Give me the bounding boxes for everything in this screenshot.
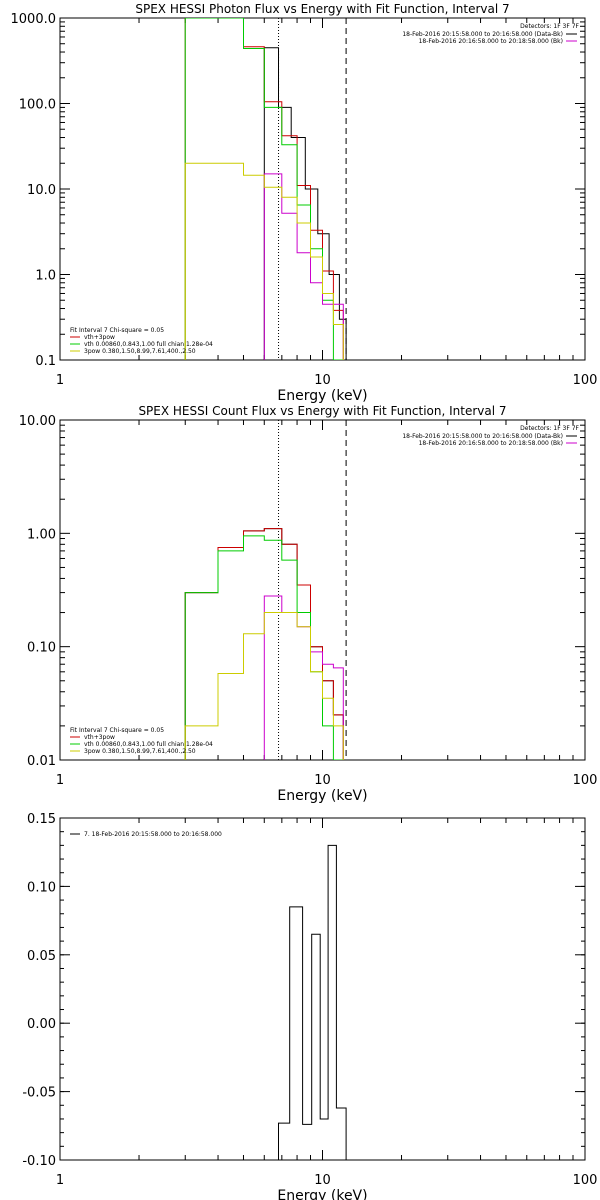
y-tick-label: 1.0 — [35, 269, 56, 284]
y-tick-label: 0.15 — [27, 812, 56, 827]
x-axis-label: Energy (keV) — [277, 788, 367, 804]
legend-entry: 7. 18-Feb-2016 20:15:58.000 to 20:16:58.… — [84, 831, 222, 838]
x-tick-label: 10 — [314, 773, 331, 788]
detectors-label: Detectors: 1F 3F 7F — [520, 23, 579, 30]
y-tick-label: 0.00 — [27, 1017, 56, 1032]
legend-entry: 3pow 0.380,1.50,8.99,7.61,400.,2.50 — [84, 348, 196, 355]
y-tick-label: 10.00 — [19, 414, 56, 429]
x-tick-label: 10 — [314, 373, 331, 388]
series-step-line-1 — [278, 844, 347, 1160]
series-step-line-1 — [263, 47, 347, 360]
series-step-line-2 — [184, 528, 344, 760]
x-tick-label: 10 — [314, 1173, 331, 1188]
chart-title: SPEX HESSI Photon Flux vs Energy with Fi… — [135, 2, 509, 16]
plot-frame — [59, 17, 586, 361]
detectors-label: Detectors: 1F 3F 7F — [520, 425, 579, 432]
x-tick-label: 100 — [573, 1173, 598, 1188]
x-axis-label: Energy (keV) — [277, 388, 367, 404]
y-tick-label: 0.05 — [27, 949, 56, 964]
y-tick-label: 0.01 — [27, 754, 56, 769]
x-tick-label: 100 — [573, 773, 598, 788]
legend-entry: vth 0.00860,0.843,1.00 full chian 1.28e-… — [84, 341, 213, 348]
chart-panel-1: SPEX HESSI Photon Flux vs Energy with Fi… — [11, 2, 598, 404]
y-tick-label: 10.0 — [27, 183, 56, 198]
y-tick-label: 0.10 — [27, 880, 56, 895]
y-tick-label: 100.0 — [19, 98, 56, 113]
y-tick-label: 1.00 — [27, 527, 56, 542]
legend-entry: vth 0.00860,0.843,1.00 full chian 1.28e-… — [84, 741, 213, 748]
x-tick-label: 1 — [56, 1173, 64, 1188]
series-step-line-3 — [184, 535, 344, 760]
series-step-line-5 — [184, 612, 344, 760]
series-step-line-5 — [184, 162, 344, 360]
x-axis-label: Energy (keV) — [277, 1188, 367, 1200]
y-tick-label: 1000.0 — [11, 12, 57, 27]
time-range-label: 18-Feb-2016 20:16:58.000 to 20:18:58.000… — [419, 440, 563, 447]
chart-title: SPEX HESSI Count Flux vs Energy with Fit… — [138, 404, 506, 418]
plot-frame — [59, 817, 586, 1161]
y-tick-label: -0.10 — [22, 1154, 56, 1169]
chart-panel-3: 1 10 100 -0.10 -0.05 0.00 0.05 0.10 0.15 Energy (… — [22, 812, 597, 1200]
time-range-label: 18-Feb-2016 20:15:58.000 to 20:16:58.000… — [402, 31, 563, 38]
legend-entry: vth+3pow — [84, 334, 115, 341]
series-step-line-4 — [263, 595, 344, 760]
y-tick-label: 0.1 — [35, 354, 56, 369]
time-range-label: 18-Feb-2016 20:15:58.000 to 20:16:58.000… — [402, 433, 563, 440]
series-step-line-4 — [263, 173, 344, 360]
x-tick-label: 1 — [56, 373, 64, 388]
fit-legend-header: Fit Interval 7 Chi-square = 0.05 — [70, 727, 164, 734]
chart-panel-2: SPEX HESSI Count Flux vs Energy with Fit… — [19, 404, 598, 804]
legend-entry: 3pow 0.380,1.50,8.99,7.61,400.,2.50 — [84, 748, 196, 755]
legend-entry: vth+3pow — [84, 734, 115, 741]
time-range-label: 18-Feb-2016 20:16:58.000 to 20:18:58.000… — [419, 38, 563, 45]
x-tick-label: 100 — [573, 373, 598, 388]
y-tick-label: 0.10 — [27, 641, 56, 656]
fit-legend-header: Fit Interval 7 Chi-square = 0.05 — [70, 327, 164, 334]
x-tick-label: 1 — [56, 773, 64, 788]
y-tick-label: -0.05 — [22, 1086, 56, 1101]
series-step-line-2 — [184, 18, 344, 360]
